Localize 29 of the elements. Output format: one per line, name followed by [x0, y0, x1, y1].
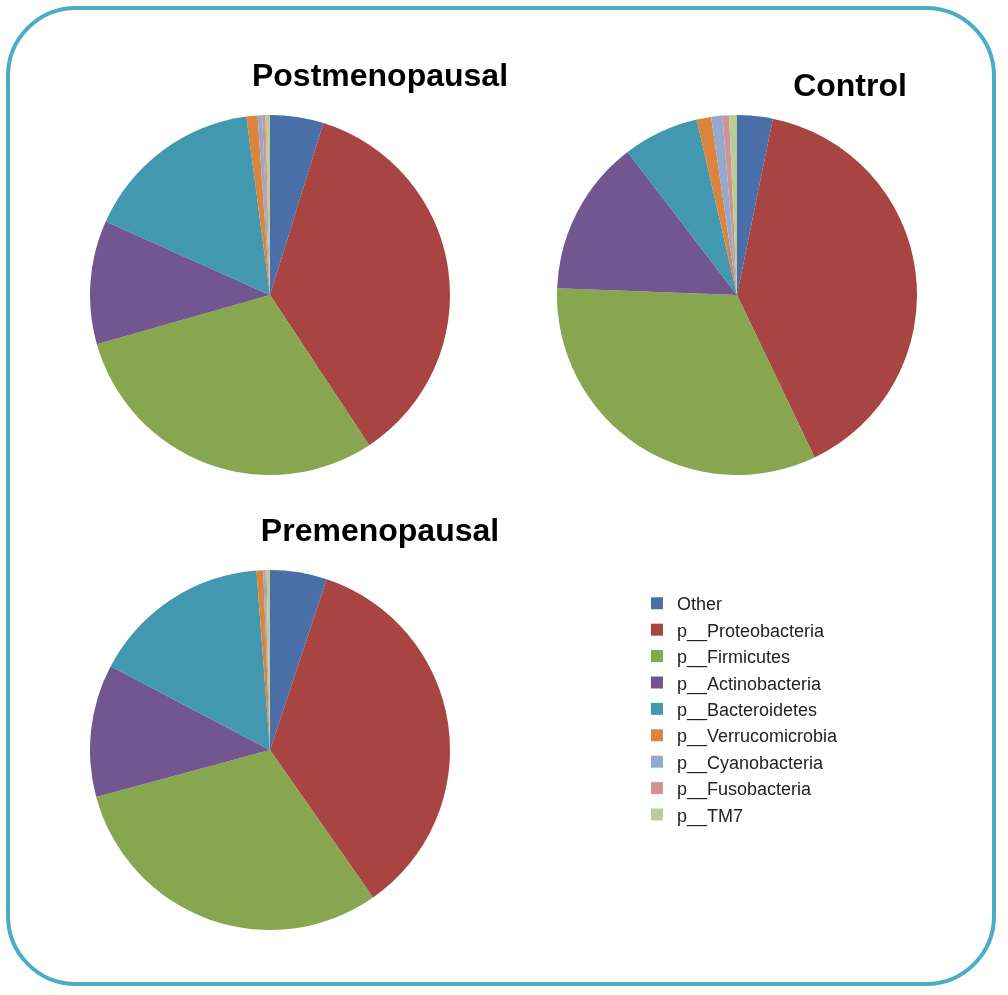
legend-label: Other: [676, 594, 722, 615]
legend-label: p__Bacteroidetes: [676, 699, 818, 721]
pie-slice: [96, 750, 374, 930]
pie-slice: [90, 666, 270, 797]
chart-title: Premenopausal: [260, 512, 500, 549]
legend-label: p__Verrucomicrobia: [676, 726, 839, 748]
pie-slice: [270, 115, 324, 295]
legend-label: p__Fusobacteria: [676, 779, 813, 801]
pie-slice: [96, 295, 370, 475]
legend-label: p__Cyanobacteria: [676, 752, 825, 774]
pie-slice: [105, 116, 270, 295]
legend-label: p__Proteobacteria: [676, 620, 826, 642]
pie-slice: [90, 221, 270, 345]
pie-slice: [557, 288, 815, 475]
pie-slice: [737, 115, 773, 295]
legend-label: p__Actinobacteria: [676, 673, 823, 695]
pie-slice: [711, 115, 737, 295]
chart-title: Postmenopausal: [251, 57, 509, 94]
pie-slice: [627, 119, 737, 295]
pie-slice: [696, 116, 737, 295]
pie-slice: [557, 152, 737, 295]
pie-slice: [270, 579, 450, 898]
pie-slice: [270, 123, 450, 446]
pie-slice: [110, 570, 270, 750]
legend-label: p__Firmicutes: [676, 647, 791, 669]
pie-slice: [737, 118, 917, 458]
chart-title: Control: [793, 67, 907, 104]
legend-label: p__TM7: [676, 805, 744, 827]
pie-slice: [270, 570, 327, 750]
